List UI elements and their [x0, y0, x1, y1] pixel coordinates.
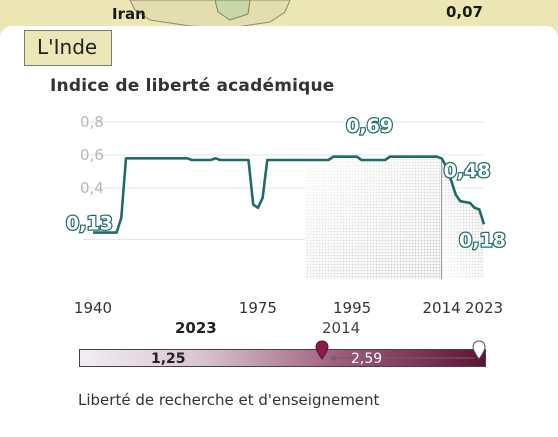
scale-value-previous: 2,59 [351, 351, 383, 367]
map-label-value: 0,07 [445, 3, 483, 21]
country-card: L'Inde Indice de liberté académique 0,8 0… [0, 26, 558, 437]
line-chart: 0,80,60,4 1940 1975 1995 2014 2023 0,130,690… [65, 113, 507, 316]
pin-previous-icon [472, 340, 486, 360]
data-label-1: 0,69 [346, 115, 393, 137]
scale-year-previous: 2014 [322, 319, 361, 337]
x-tick-label-0: 1940 [74, 299, 112, 316]
data-label-2: 0,48 [444, 160, 491, 182]
map-label-iran: Iran [112, 5, 146, 23]
x-tick-label-3: 2014 [423, 299, 461, 316]
chart-x-axis: 1940 1975 1995 2014 2023 [74, 299, 503, 316]
y-tick-label-2: 0,4 [80, 179, 104, 197]
chart-data-labels: 0,13 0,69 0,48 0,18 [65, 114, 507, 253]
x-tick-label-2: 1995 [333, 299, 371, 316]
scale-year-current: 2023 [175, 319, 217, 337]
data-label-0: 0,13 [66, 213, 113, 235]
y-tick-label-1: 0,6 [80, 146, 104, 164]
series-line [93, 155, 486, 234]
shaded-period-fade-0 [304, 156, 442, 279]
pin-current-icon [315, 340, 329, 360]
chart-y-axis: 0,8 0,6 0,4 [80, 113, 104, 197]
data-label-3: 0,18 [459, 229, 506, 251]
scale-value-current: 1,25 [151, 351, 186, 367]
shaded-period-fade-1 [441, 158, 484, 279]
y-tick-label-0: 0,8 [80, 113, 104, 131]
x-tick-label-1: 1975 [239, 299, 277, 316]
scale-caption: Liberté de recherche et d'enseignement [78, 391, 380, 409]
chart-series [93, 155, 486, 234]
country-title: L'Inde [24, 30, 113, 66]
scale-change-arrow [329, 355, 475, 361]
chart-shaded-periods [304, 156, 484, 279]
scale-gradient-bar [79, 349, 486, 367]
x-tick-label-4: 2023 [465, 299, 503, 316]
freedom-scale: 2023 2014 1,25 2,59 [79, 313, 486, 393]
chart-title: Indice de liberté académique [50, 76, 335, 96]
